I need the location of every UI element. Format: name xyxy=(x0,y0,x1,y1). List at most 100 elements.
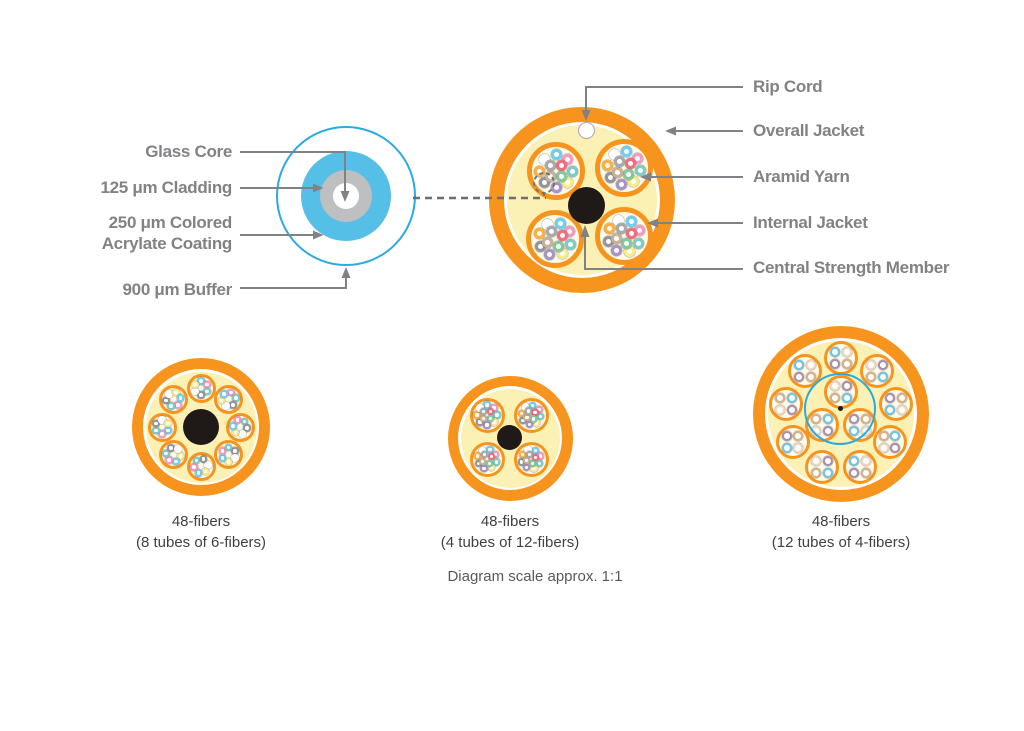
glass-core-label: Glass Core xyxy=(145,142,232,161)
fiber xyxy=(479,407,488,416)
fiber xyxy=(473,452,482,460)
fiber xyxy=(493,411,501,419)
fiber xyxy=(877,372,888,383)
fiber xyxy=(562,153,574,165)
fiber xyxy=(522,464,531,472)
fiber xyxy=(786,393,797,404)
fiber xyxy=(542,237,554,249)
fiber xyxy=(174,401,182,409)
fiber xyxy=(492,458,501,466)
fiber xyxy=(528,460,537,468)
cable-a-caption-line2: (8 tubes of 6-fibers) xyxy=(135,534,267,551)
fiber xyxy=(227,388,235,397)
buffer-label: 900 μm Buffer xyxy=(122,280,233,299)
fiber xyxy=(878,431,889,442)
cable-b-caption-line1: 48-fibers xyxy=(480,513,540,530)
fiber xyxy=(623,169,635,181)
fiber xyxy=(531,446,540,454)
fiber xyxy=(164,426,173,435)
fiber xyxy=(190,463,198,472)
fiber xyxy=(486,414,495,423)
cable-b-caption-line2: (4 tubes of 12-fibers) xyxy=(440,534,580,551)
fiber xyxy=(793,442,804,453)
fiber xyxy=(774,405,785,416)
fiber xyxy=(532,453,540,462)
fiber xyxy=(231,454,239,463)
fiber xyxy=(538,153,550,165)
fiber xyxy=(628,175,640,187)
coating-label-line1: 250 μm Colored xyxy=(108,213,233,232)
fiber xyxy=(243,424,251,433)
fiber xyxy=(517,409,525,418)
fiber xyxy=(602,159,614,171)
fiber xyxy=(483,421,491,429)
fiber xyxy=(220,390,228,398)
fiber xyxy=(487,453,495,461)
fiber xyxy=(194,469,203,477)
fiber xyxy=(830,358,841,369)
fiber xyxy=(536,459,544,468)
fiber xyxy=(553,240,565,252)
fiber xyxy=(151,426,160,435)
fiber xyxy=(204,460,212,469)
fiber xyxy=(490,418,498,426)
fiber xyxy=(861,455,872,466)
buffer-tube xyxy=(843,449,878,484)
fiber xyxy=(866,372,877,383)
fiber xyxy=(231,394,240,402)
cable-c-caption-line2: (12 tubes of 4-fibers) xyxy=(771,534,911,551)
fiber xyxy=(849,455,860,466)
fiber xyxy=(483,401,491,409)
central-strength-member xyxy=(496,424,522,450)
fiber xyxy=(528,401,537,409)
fiber xyxy=(224,458,233,466)
fiber xyxy=(229,401,238,409)
fiber xyxy=(877,360,888,371)
fiber xyxy=(485,459,493,467)
fiber xyxy=(525,421,534,429)
fiber xyxy=(849,467,860,478)
fiber xyxy=(805,360,816,371)
fiber xyxy=(218,454,227,463)
fiber xyxy=(167,443,175,452)
fiber xyxy=(615,222,627,234)
fiber xyxy=(218,447,227,455)
fiber xyxy=(203,380,212,389)
fiber xyxy=(522,456,530,465)
fiber xyxy=(565,238,577,250)
fiber xyxy=(217,396,226,405)
fiber xyxy=(544,159,556,171)
fiber xyxy=(615,178,627,190)
fiber xyxy=(240,417,249,426)
fiber xyxy=(172,457,180,466)
fiber xyxy=(486,445,494,454)
buffer-tube xyxy=(879,387,914,422)
fiber xyxy=(233,416,242,424)
fiber xyxy=(530,415,538,423)
fiber xyxy=(621,146,633,158)
fiber xyxy=(793,431,804,442)
fiber xyxy=(890,431,901,442)
buffer-tube xyxy=(872,425,907,459)
fiber xyxy=(533,228,545,240)
fiber xyxy=(176,394,185,402)
fiber xyxy=(224,443,233,452)
fiber xyxy=(794,372,805,383)
fiber xyxy=(479,414,488,423)
fiber xyxy=(523,414,531,422)
coating-label-line2: Acrylate Coating xyxy=(101,234,233,253)
aramid-yarn-label: Aramid Yarn xyxy=(753,167,850,186)
fiber xyxy=(878,442,889,453)
cladding-label: 125 μm Cladding xyxy=(100,178,232,197)
fiber xyxy=(786,405,797,416)
fiber xyxy=(524,407,532,415)
buffer-tube xyxy=(768,387,803,422)
scale-note: Diagram scale approx. 1:1 xyxy=(447,568,623,585)
fiber xyxy=(550,148,562,160)
fiber xyxy=(479,457,487,465)
cable-a-caption: 48-fibers (8 tubes of 6-fibers) xyxy=(81,511,321,553)
